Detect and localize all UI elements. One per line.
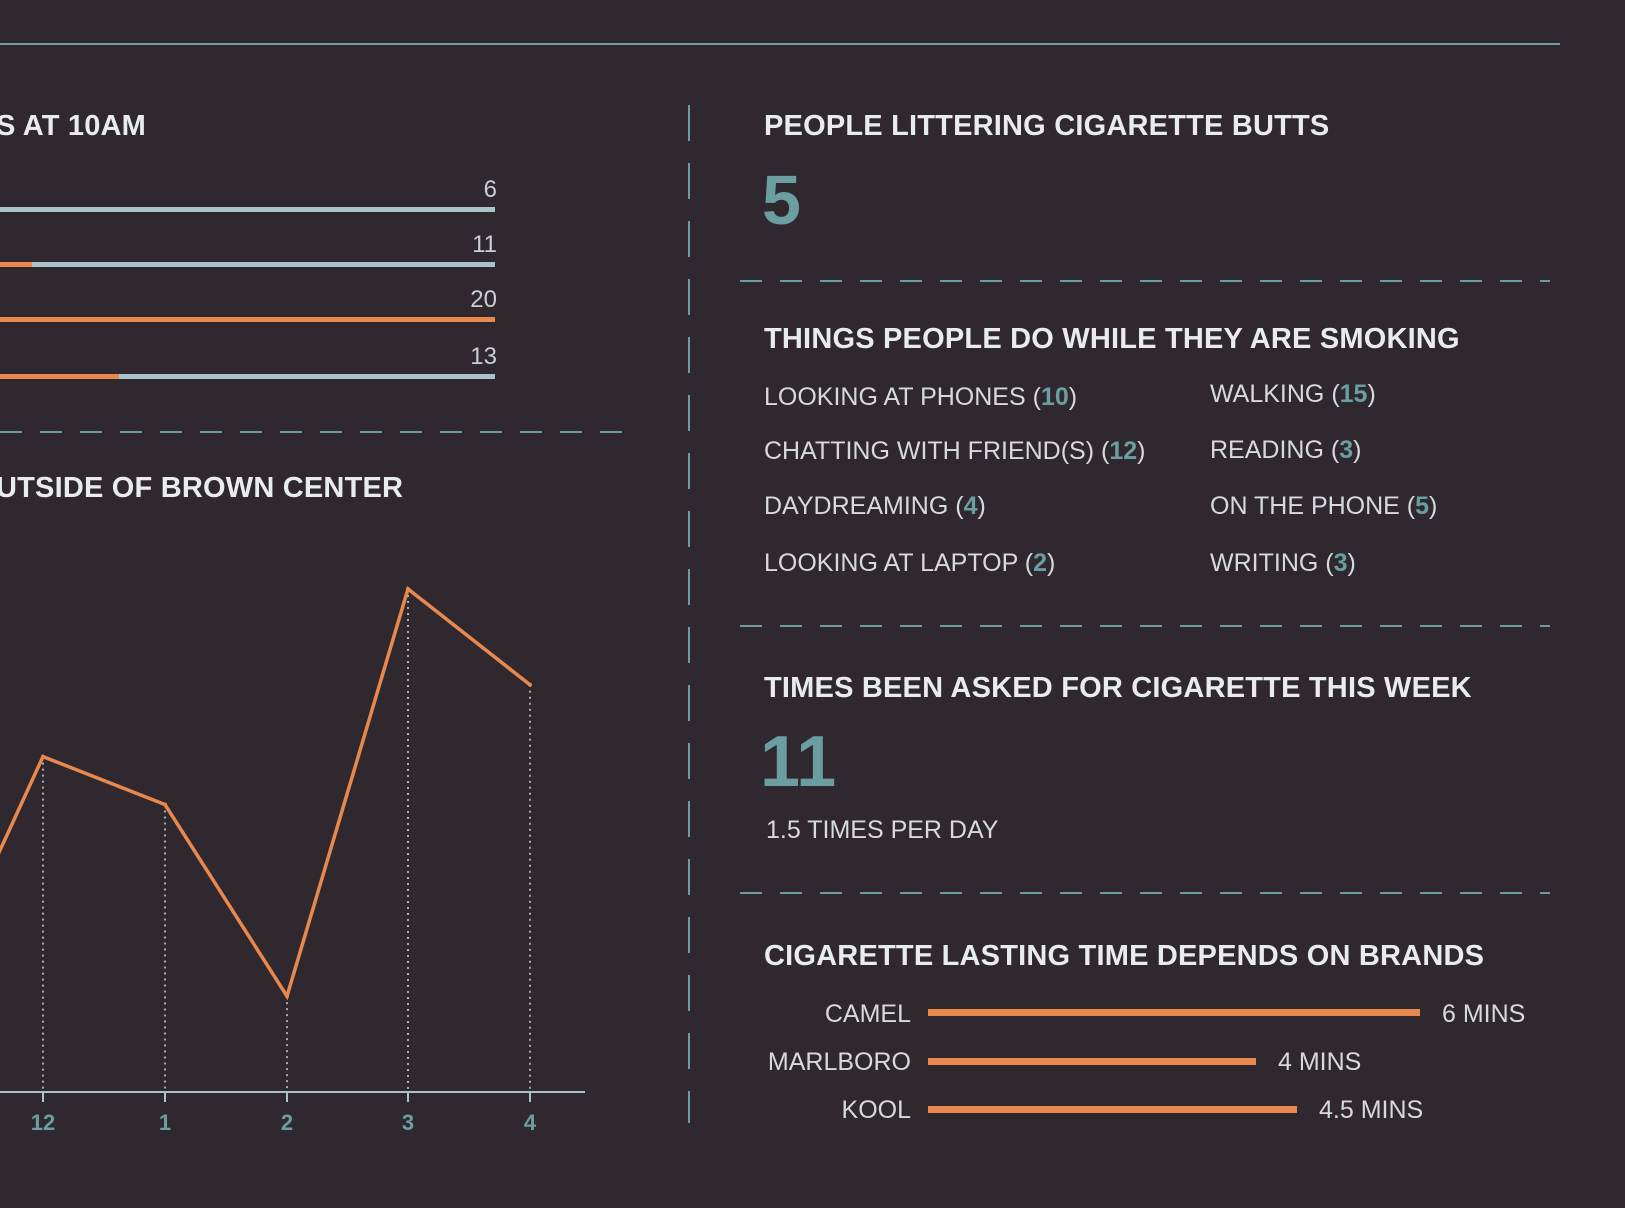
data-point [528, 682, 532, 687]
bar-fill [0, 262, 32, 267]
brand-bar [928, 1106, 1297, 1113]
activity-item: LOOKING AT LAPTOP (2) [764, 549, 1056, 577]
bar-fill [0, 374, 119, 379]
brands-heading: CIGARETTE LASTING TIME DEPENDS ON BRANDS [764, 940, 1485, 972]
section-divider [740, 625, 1550, 627]
data-point [41, 754, 45, 759]
asked-count: 11 [760, 722, 837, 802]
x-tick-label: 3 [402, 1110, 414, 1135]
asked-heading: TIMES BEEN ASKED FOR CIGARETTE THIS WEEK [764, 672, 1472, 704]
x-tick-label: 12 [31, 1110, 55, 1135]
bar-value: 20 [470, 286, 497, 313]
activity-item: LOOKING AT PHONES (10) [764, 383, 1078, 411]
bar-track [0, 262, 495, 267]
littering-count: 5 [762, 161, 801, 239]
bar-value: 11 [472, 231, 497, 258]
activity-item: DAYDREAMING (4) [764, 492, 986, 520]
bars-heading: S AT 10AM [0, 110, 147, 142]
bar-value: 6 [483, 176, 497, 203]
series-line [0, 585, 532, 1001]
data-point [285, 994, 289, 999]
brand-label: KOOL [841, 1096, 911, 1124]
asked-rate: 1.5 TIMES PER DAY [766, 816, 999, 844]
line-chart: 12 1 2 3 4 [0, 585, 585, 1135]
top-rule [0, 43, 1560, 45]
vertical-divider [688, 105, 690, 1123]
bar-fill [0, 317, 495, 322]
activity-item: ON THE PHONE (5) [1210, 492, 1438, 520]
brand-label: CAMEL [824, 1000, 911, 1028]
bar-track [0, 374, 495, 379]
line-chart-heading: UTSIDE OF BROWN CENTER [0, 472, 404, 504]
brand-value: 4 MINS [1278, 1048, 1362, 1076]
activity-item: CHATTING WITH FRIEND(S) (12) [764, 437, 1146, 465]
x-tick-label: 4 [524, 1110, 537, 1135]
section-divider [740, 280, 1550, 282]
x-tick-label: 1 [159, 1110, 171, 1135]
brand-bar [928, 1058, 1256, 1065]
activity-item: WALKING (15) [1210, 380, 1376, 408]
activities-heading: THINGS PEOPLE DO WHILE THEY ARE SMOKING [764, 323, 1460, 355]
data-point [406, 586, 410, 591]
section-divider [740, 892, 1550, 894]
bar-row-1 [0, 207, 495, 212]
x-tick-label: 2 [281, 1110, 293, 1135]
brand-label: MARLBORO [767, 1048, 911, 1076]
littering-heading: PEOPLE LITTERING CIGARETTE BUTTS [764, 110, 1330, 142]
brand-bar [928, 1009, 1420, 1016]
bar-row-2 [0, 262, 495, 267]
activity-item: READING (3) [1210, 436, 1362, 464]
brand-value: 4.5 MINS [1319, 1096, 1424, 1124]
bar-value: 13 [470, 343, 497, 370]
bar-row-3 [0, 317, 495, 322]
section-divider [0, 431, 630, 433]
bar-row-4 [0, 374, 495, 379]
brand-value: 6 MINS [1442, 1000, 1526, 1028]
bar-track [0, 207, 495, 212]
activity-item: WRITING (3) [1210, 549, 1356, 577]
data-point [163, 802, 167, 807]
